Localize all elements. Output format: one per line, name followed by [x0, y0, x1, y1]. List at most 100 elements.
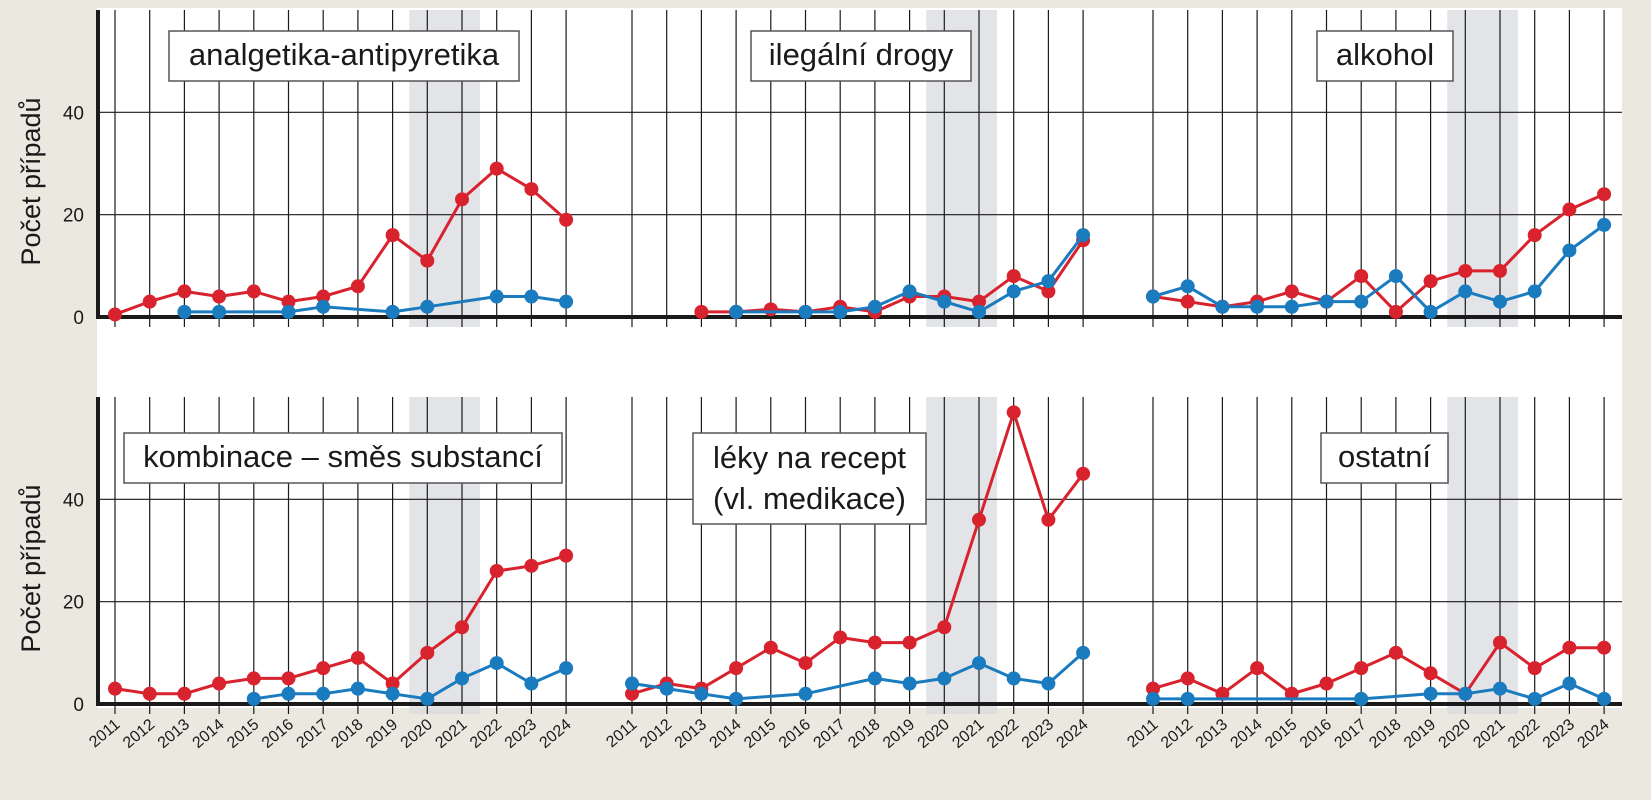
data-point-blue [455, 671, 469, 686]
panel-title-line2: (vl. medikace) [713, 481, 906, 516]
data-point-red [972, 512, 986, 527]
data-point-blue [212, 304, 227, 319]
panel-title-box [168, 30, 520, 82]
data-point-red [625, 686, 639, 701]
x-tick-label: 2015 [1262, 716, 1300, 752]
data-point-blue [1458, 686, 1473, 701]
data-point-red [489, 161, 504, 176]
data-point-red [1284, 686, 1299, 701]
data-point-red [1527, 228, 1542, 243]
data-point-blue [1284, 299, 1299, 314]
data-point-red [1388, 645, 1403, 660]
data-point-blue [1146, 691, 1160, 706]
data-point-blue [798, 304, 813, 319]
data-point-blue [1180, 691, 1195, 706]
data-point-blue [1215, 299, 1230, 314]
data-point-red [763, 302, 778, 317]
x-tick-label: 2017 [811, 716, 849, 752]
x-tick-label: 2017 [294, 716, 332, 752]
x-tick-label: 2016 [259, 716, 297, 752]
x-tick-label: 2023 [1540, 716, 1578, 752]
x-tick-label: 2018 [845, 716, 883, 752]
panel-5: léky na recept (vl. medikace) [625, 405, 1091, 706]
y-tick-label: 20 [63, 206, 84, 227]
x-tick-label: 2020 [398, 716, 436, 752]
data-point-red [177, 686, 192, 701]
x-tick-label: 2014 [1227, 716, 1265, 752]
panel-3: alkohol [1146, 30, 1612, 319]
data-point-blue [972, 304, 986, 319]
x-tick-label: 2021 [949, 716, 987, 752]
data-point-red [729, 661, 744, 676]
data-point-blue [1006, 284, 1021, 299]
x-tick-label: 2013 [672, 716, 710, 752]
data-point-blue [972, 656, 986, 671]
panel-title-box [692, 432, 927, 525]
data-point-blue [729, 304, 744, 319]
data-point-red [1354, 269, 1369, 284]
data-point-blue [420, 691, 435, 706]
data-point-blue [489, 289, 504, 304]
x-tick-label: 2012 [637, 716, 675, 752]
data-point-red [212, 289, 227, 304]
plot-area-background [97, 8, 1622, 708]
data-point-red [142, 686, 157, 701]
data-point-blue [833, 304, 848, 319]
panel-title-box [1320, 432, 1449, 484]
data-point-red [524, 182, 539, 197]
data-point-red [281, 671, 296, 686]
data-point-blue [316, 299, 331, 314]
data-point-red [1597, 187, 1612, 202]
data-point-blue [1597, 217, 1612, 232]
x-tick-label: 2015 [224, 716, 262, 752]
x-tick-label: 2018 [1366, 716, 1404, 752]
y-axis-title: Počet případů [16, 97, 46, 265]
data-point-blue [385, 304, 400, 319]
data-point-red [316, 289, 331, 304]
x-tick-label: 2015 [741, 716, 779, 752]
data-point-red [559, 212, 574, 227]
x-tick-label: 2013 [1193, 716, 1231, 752]
data-point-red [246, 671, 261, 686]
x-tick-label: 2022 [467, 716, 505, 752]
series-line-red [1152, 641, 1605, 696]
data-point-red [455, 620, 469, 635]
data-point-red [798, 656, 813, 671]
data-point-blue [1354, 294, 1369, 309]
x-tick-label: 2024 [1053, 716, 1091, 752]
x-tick-label: 2016 [1297, 716, 1335, 752]
data-point-blue [729, 691, 744, 706]
x-tick-label: 2013 [155, 716, 193, 752]
y-tick-label: 0 [73, 308, 84, 329]
x-tick-label: 2011 [603, 716, 640, 751]
x-tick-label: 2014 [189, 716, 227, 752]
data-point-red [1423, 274, 1438, 289]
data-point-blue [798, 686, 813, 701]
data-point-red [833, 630, 848, 645]
data-point-blue [524, 676, 539, 691]
data-point-red [281, 294, 296, 309]
y-tick-label: 20 [63, 593, 84, 614]
data-point-red [1006, 405, 1021, 420]
data-point-red [1180, 671, 1195, 686]
covid-shading-band [1447, 397, 1519, 714]
data-point-blue [1388, 269, 1403, 284]
series-line-blue [736, 234, 1085, 314]
data-point-blue [350, 681, 365, 696]
data-point-red [763, 640, 778, 655]
panel-2: ilegální drogy [694, 30, 1091, 319]
data-point-blue [385, 686, 400, 701]
data-point-blue [1527, 284, 1542, 299]
data-point-blue [177, 304, 192, 319]
data-point-blue [902, 284, 917, 299]
x-tick-label: 2012 [1158, 716, 1196, 752]
panel-title: alkohol [1336, 37, 1434, 72]
data-point-blue [1597, 691, 1612, 706]
data-point-blue [1562, 243, 1577, 258]
data-point-red [489, 563, 504, 578]
data-point-blue [1423, 304, 1438, 319]
data-point-blue [1458, 284, 1473, 299]
data-point-blue [489, 656, 504, 671]
x-tick-label: 2012 [120, 716, 158, 752]
